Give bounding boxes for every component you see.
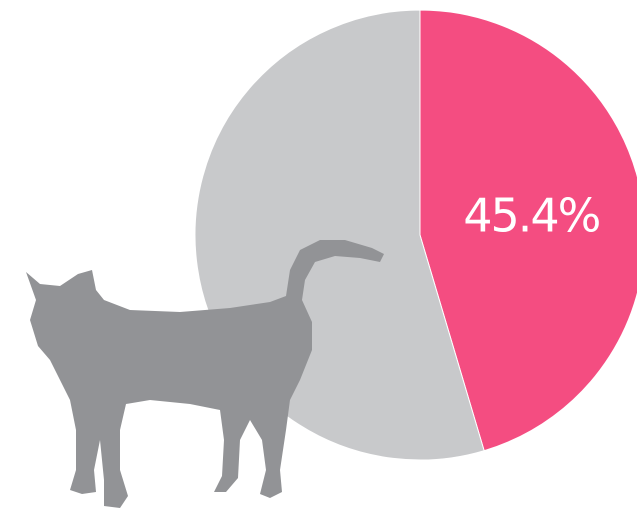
pie-slice: [419, 9, 637, 452]
slice-label: 45.4%: [463, 188, 599, 242]
cat-silhouette: [26, 240, 384, 508]
